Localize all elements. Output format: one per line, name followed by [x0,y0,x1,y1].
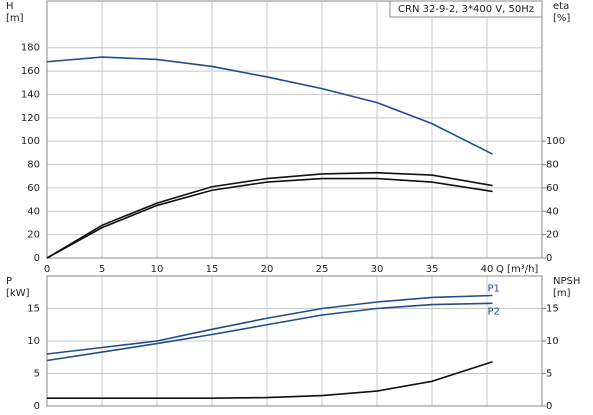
y-axis-label: P [6,276,12,287]
x-tick-label: 35 [426,264,439,275]
y2-tick-label: 20 [546,230,559,241]
x-tick-label: 5 [99,264,105,275]
x-tick-label: 10 [151,264,164,275]
y-tick-label: 80 [27,160,40,171]
y-tick-label: 15 [27,304,40,315]
y2-tick-label: 0 [546,253,552,264]
y-tick-label: 5 [34,369,40,380]
y2-tick-label: 100 [546,136,565,147]
y-tick-label: 0 [34,253,40,264]
y-tick-label: 120 [21,113,40,124]
y2-axis-unit: [m] [553,288,571,299]
y-tick-label: 10 [27,336,40,347]
y-axis-unit: [kW] [6,288,30,299]
x-tick-label: 20 [261,264,274,275]
y2-tick-label: 0 [546,401,552,412]
y-tick-label: 140 [21,89,40,100]
curve [46,294,493,355]
y-tick-label: 100 [21,136,40,147]
y2-axis-label: NPSH [553,276,580,287]
plot-frame [46,0,543,259]
series-label: P2 [488,306,500,317]
y-tick-label: 0 [34,401,40,412]
y-tick-label: 60 [27,183,40,194]
title-box [389,0,543,18]
y-tick-label: 40 [27,206,40,217]
y-tick-label: 20 [27,230,40,241]
curve [46,302,493,362]
y2-tick-label: 60 [546,183,559,194]
y-axis-label: H [6,1,14,12]
y2-tick-label: 80 [546,160,559,171]
x-tick-label: 30 [371,264,384,275]
x-axis-label: Q [m³/h] [496,264,538,275]
y2-tick-label: 15 [546,304,559,315]
curve [46,177,493,259]
y2-axis-unit: [%] [553,13,570,24]
curve [46,171,493,259]
y-tick-label: 160 [21,66,40,77]
y2-axis-label: eta [553,1,569,12]
chart-title: CRN 32-9-2, 3*400 V, 50Hz [398,4,534,15]
y-axis-unit: [m] [6,13,24,24]
y2-tick-label: 10 [546,336,559,347]
y-tick-label: 180 [21,43,40,54]
curve [47,361,493,399]
y2-tick-label: 40 [546,206,559,217]
y2-tick-label: 5 [546,369,552,380]
x-tick-label: 40 [481,264,494,275]
x-tick-label: 15 [206,264,219,275]
series-label: P1 [488,284,500,295]
x-tick-label: 0 [44,264,50,275]
curve [46,56,493,155]
x-tick-label: 25 [316,264,329,275]
plot-frame [46,275,543,407]
